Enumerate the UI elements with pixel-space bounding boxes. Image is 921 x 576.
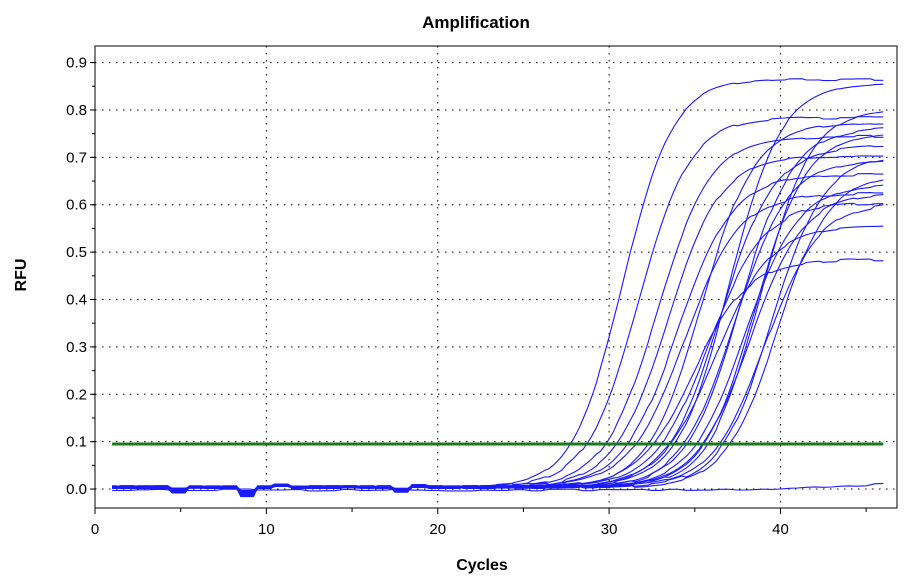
flat-curve xyxy=(112,482,884,492)
x-tick-label: 20 xyxy=(429,521,446,538)
amplification-curve xyxy=(112,127,884,496)
amplification-curve xyxy=(112,134,884,493)
amplification-curve xyxy=(112,258,884,496)
y-axis-label: RFU xyxy=(13,259,30,292)
y-tick-label: 0.3 xyxy=(66,339,87,356)
x-tick-label: 0 xyxy=(91,521,99,538)
x-tick-label: 30 xyxy=(601,521,618,538)
chart-title: Amplification xyxy=(422,13,530,32)
y-tick-label: 0.1 xyxy=(66,434,87,451)
x-tick-label: 10 xyxy=(258,521,275,538)
y-tick-label: 0.8 xyxy=(66,102,87,119)
amplification-curve xyxy=(112,78,884,496)
axes xyxy=(90,45,898,514)
y-tick-label: 0.7 xyxy=(66,149,87,166)
y-tick-label: 0.6 xyxy=(66,197,87,214)
y-tick-label: 0.5 xyxy=(66,244,87,261)
amplification-curve xyxy=(112,134,884,492)
plot-frame xyxy=(94,45,898,509)
amplification-curve xyxy=(112,123,884,492)
y-tick-label: 0.0 xyxy=(66,481,87,498)
amplification-curve xyxy=(112,202,884,498)
amplification-curve xyxy=(112,83,884,492)
y-tick-label: 0.9 xyxy=(66,55,87,72)
amplification-curve xyxy=(112,204,884,493)
amplification-curve xyxy=(112,194,884,493)
tick-labels: 0.0 0.1 0.2 0.3 0.4 0.5 0.6 0.7 0.8 0.9 0 10 20 30 40 xyxy=(66,55,789,538)
x-axis-label: Cycles xyxy=(456,557,508,574)
gridlines xyxy=(95,46,897,508)
amplification-curve xyxy=(112,116,884,495)
y-tick-label: 0.4 xyxy=(66,292,87,309)
amplification-curve xyxy=(112,179,884,492)
amplification-curve xyxy=(112,111,884,495)
amplification-curve xyxy=(112,192,884,492)
amplification-curves xyxy=(112,78,884,498)
x-tick-label: 40 xyxy=(772,521,789,538)
y-tick-label: 0.2 xyxy=(66,386,87,403)
